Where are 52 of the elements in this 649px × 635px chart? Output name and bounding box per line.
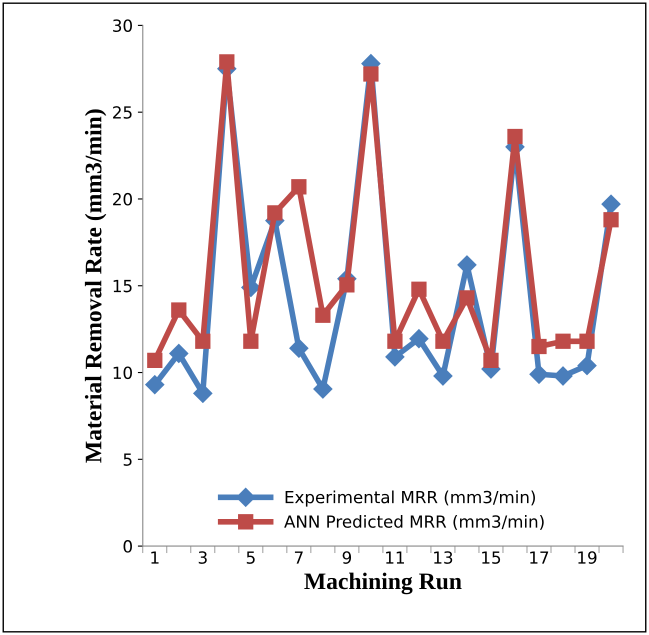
point bbox=[602, 194, 621, 214]
y-tick-label: 10 bbox=[114, 366, 132, 380]
point bbox=[529, 364, 549, 384]
x-tick-label: 9 bbox=[342, 551, 352, 564]
point bbox=[507, 128, 523, 144]
point bbox=[603, 212, 619, 228]
point bbox=[411, 282, 427, 297]
x-tick-label: 17 bbox=[530, 551, 548, 564]
point bbox=[145, 375, 164, 394]
y-tick-label: 15 bbox=[114, 280, 132, 292]
point bbox=[531, 338, 547, 354]
point bbox=[387, 334, 403, 349]
point bbox=[553, 366, 573, 386]
x-tick-label: 5 bbox=[246, 551, 255, 564]
x-tick-label: 7 bbox=[294, 551, 303, 564]
y-tick-label: 0 bbox=[124, 540, 132, 553]
point bbox=[433, 366, 452, 386]
point bbox=[267, 205, 282, 220]
point bbox=[171, 302, 186, 318]
y-tick-label: 25 bbox=[113, 106, 132, 119]
legend-label: ANN Predicted MRR (mm3/min) bbox=[284, 514, 544, 530]
x-tick-label: 19 bbox=[578, 551, 596, 564]
point bbox=[289, 338, 308, 358]
legend-label: Experimental MRR (mm3/min) bbox=[286, 490, 535, 507]
point bbox=[339, 277, 355, 293]
point bbox=[147, 352, 162, 368]
x-axis-title: Machining Run bbox=[304, 572, 462, 594]
point bbox=[219, 54, 234, 70]
x-tick-label: 13 bbox=[434, 551, 452, 564]
point bbox=[195, 334, 210, 349]
point bbox=[577, 356, 597, 376]
point bbox=[435, 334, 451, 349]
x-tick-label: 1 bbox=[151, 551, 159, 564]
point bbox=[385, 347, 404, 366]
point bbox=[313, 379, 332, 399]
x-tick-label: 3 bbox=[198, 551, 207, 564]
point bbox=[243, 334, 258, 349]
point bbox=[483, 352, 499, 368]
point bbox=[169, 344, 188, 363]
y-axis-title: Material Removal Rate (mm3/min) bbox=[84, 109, 106, 463]
point bbox=[291, 179, 307, 194]
x-tick-label: 15 bbox=[482, 551, 500, 564]
point bbox=[459, 290, 475, 306]
y-tick-label: 30 bbox=[113, 19, 132, 32]
y-tick-label: 5 bbox=[124, 454, 132, 466]
point bbox=[409, 329, 428, 348]
x-tick-label: 11 bbox=[386, 551, 404, 564]
point bbox=[363, 66, 379, 82]
point bbox=[579, 334, 595, 349]
point bbox=[555, 334, 571, 349]
point bbox=[315, 308, 331, 323]
y-tick-label: 20 bbox=[113, 192, 132, 206]
